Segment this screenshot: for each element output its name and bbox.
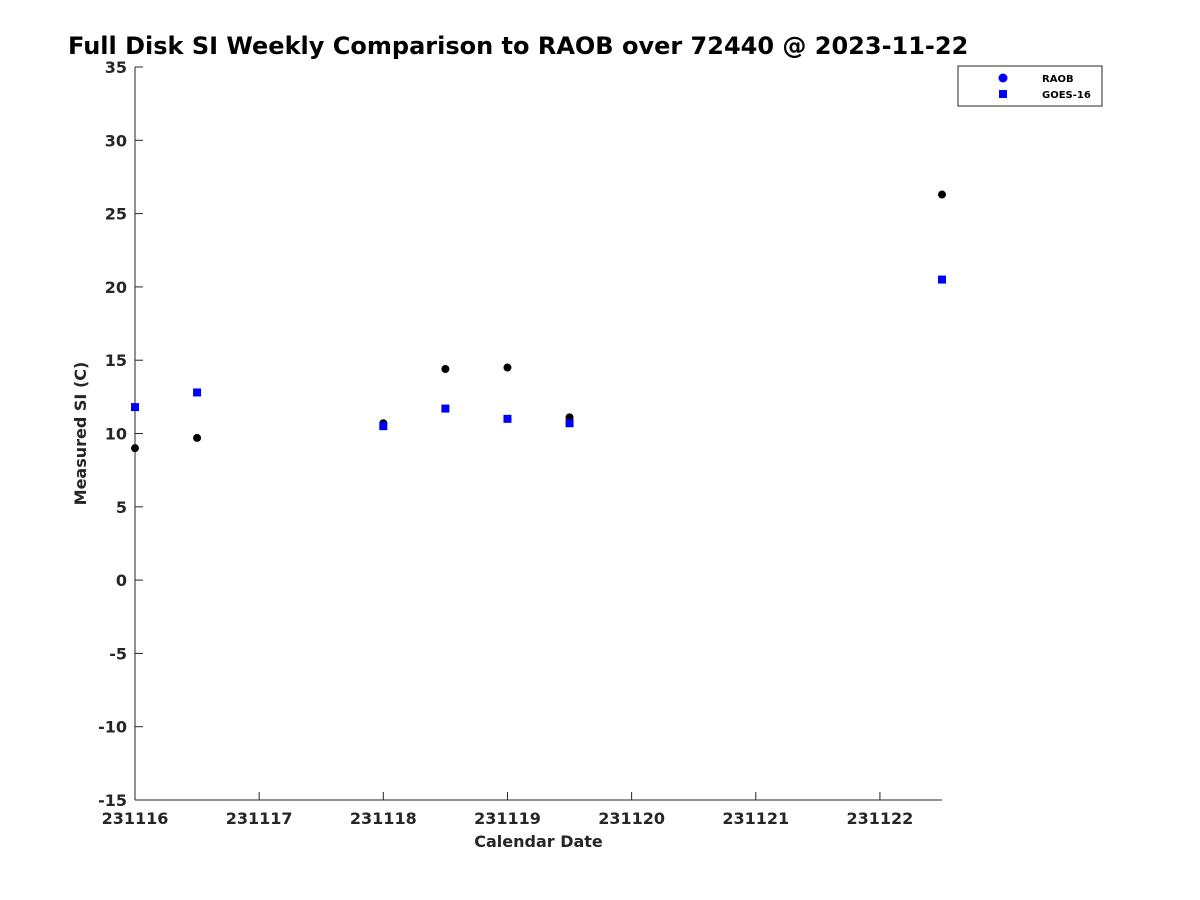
- x-tick-label: 231120: [598, 809, 665, 828]
- x-tick-label: 231122: [847, 809, 914, 828]
- y-tick-label: 35: [105, 58, 127, 77]
- y-tick-label: 10: [105, 425, 127, 444]
- legend-marker-raob: [998, 73, 1008, 83]
- data-point-raob: [441, 364, 450, 373]
- chart-title: Full Disk SI Weekly Comparison to RAOB o…: [68, 32, 968, 60]
- y-tick-label: -15: [98, 791, 127, 810]
- data-point-goes-16: [565, 419, 574, 428]
- data-points: [131, 190, 946, 453]
- legend-label-goes16: GOES-16: [1042, 90, 1091, 101]
- data-point-goes-16: [193, 388, 202, 397]
- y-tick-label: 20: [105, 278, 127, 297]
- x-axis-label: Calendar Date: [474, 832, 603, 851]
- data-point-goes-16: [503, 414, 512, 423]
- y-tick-label: 25: [105, 205, 127, 224]
- data-point-goes-16: [441, 404, 450, 413]
- y-axis-ticks: 35 30 25 20 15 10 5 0 -5 -10 -15: [98, 58, 143, 810]
- data-point-goes-16: [379, 422, 388, 431]
- data-point-raob: [193, 433, 202, 442]
- legend-label-raob: RAOB: [1042, 74, 1074, 85]
- x-tick-label: 231116: [102, 809, 169, 828]
- y-tick-label: 5: [116, 498, 127, 517]
- data-point-raob: [938, 190, 946, 199]
- data-point-goes-16: [131, 403, 139, 412]
- y-tick-label: 30: [105, 131, 127, 150]
- x-tick-label: 231118: [350, 809, 417, 828]
- x-axis-ticks: 231116 231117 231118 231119 231120 231121 2311…: [102, 792, 914, 828]
- x-tick-label: 231117: [226, 809, 293, 828]
- y-tick-label: -10: [98, 718, 127, 737]
- y-tick-label: 0: [116, 571, 127, 590]
- y-tick-label: -5: [109, 644, 127, 663]
- axes: [134, 67, 942, 801]
- x-tick-label: 231119: [474, 809, 541, 828]
- legend-marker-goes16: [999, 90, 1007, 98]
- x-tick-label: 231121: [722, 809, 789, 828]
- data-point-goes-16: [938, 275, 946, 284]
- legend-box: [957, 65, 1103, 107]
- data-point-raob: [131, 444, 139, 453]
- data-point-raob: [503, 363, 512, 372]
- y-axis-label: Measured SI (C): [71, 362, 90, 506]
- legend: RAOB GOES-16: [957, 65, 1103, 107]
- y-tick-label: 15: [105, 351, 127, 370]
